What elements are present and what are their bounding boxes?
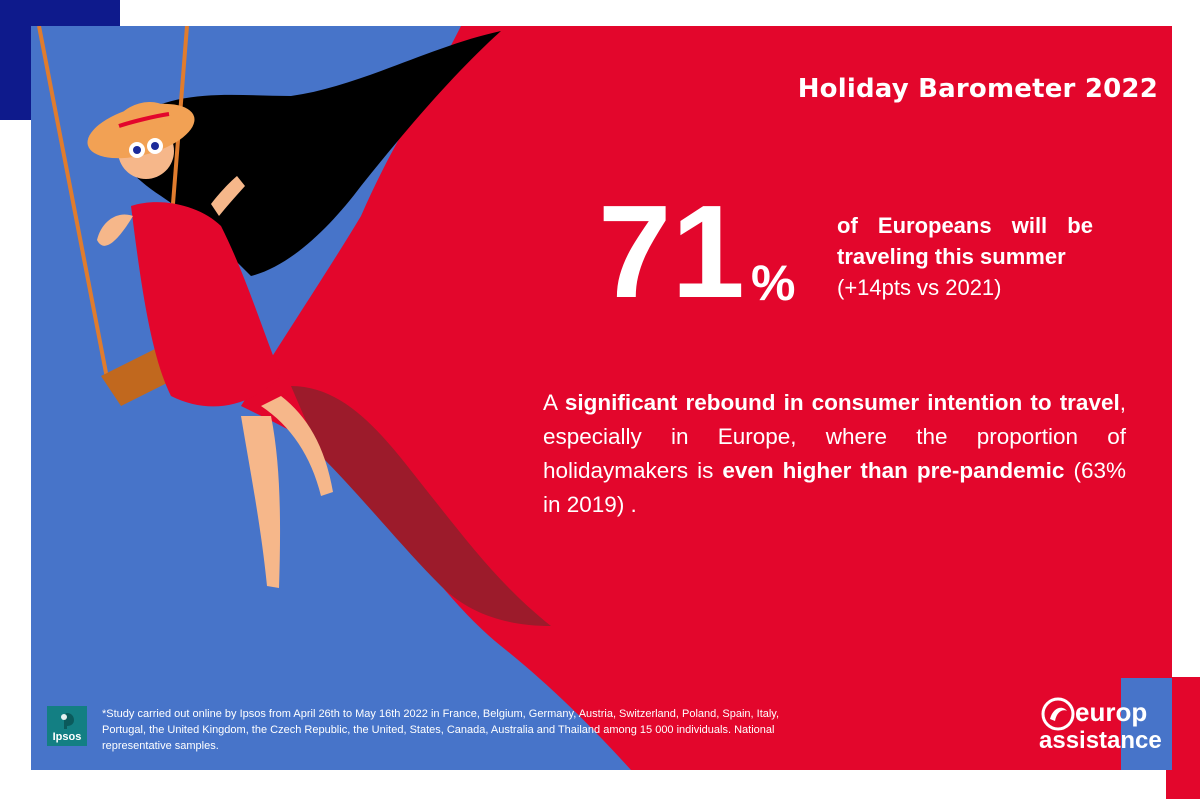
ipsos-logo-text: Ipsos	[52, 731, 82, 743]
flowing-hair	[118, 31, 502, 276]
stat-number: 71	[598, 178, 745, 325]
assistance-logo-word: assistance	[1039, 727, 1162, 754]
ipsos-logo: Ipsos	[47, 706, 87, 746]
arm-left	[97, 214, 133, 246]
rebound-paragraph: A significant rebound in consumer intent…	[543, 390, 1126, 517]
leg-right	[261, 396, 333, 496]
europ-logo-word: europ	[1075, 697, 1148, 727]
europ-assistance-logo: europ assistance	[1039, 693, 1162, 759]
rope-left	[37, 26, 109, 379]
stat-description: of Europeans will be traveling this summ…	[837, 210, 1093, 303]
dark-red-fold	[291, 386, 551, 626]
europ-assistance-swirl-icon	[1041, 697, 1075, 731]
dress-body	[131, 202, 281, 407]
study-footnote: *Study carried out online by Ipsos from …	[102, 708, 780, 752]
stat-line-3: (+14pts vs 2021)	[837, 275, 1002, 300]
stat-percent: %	[751, 255, 796, 311]
arm-right	[211, 176, 245, 216]
hat-band	[118, 112, 170, 128]
stat-line-1: of Europeans will be	[837, 213, 1093, 238]
swing-illustration	[37, 26, 1172, 770]
page-title: Holiday Barometer 2022	[797, 74, 1158, 104]
stat-line-2: traveling this summer	[837, 244, 1066, 269]
main-panel: Holiday Barometer 2022 71 % of Europeans…	[31, 26, 1172, 770]
ipsos-mark-icon	[61, 713, 74, 729]
leg-left	[241, 416, 281, 588]
